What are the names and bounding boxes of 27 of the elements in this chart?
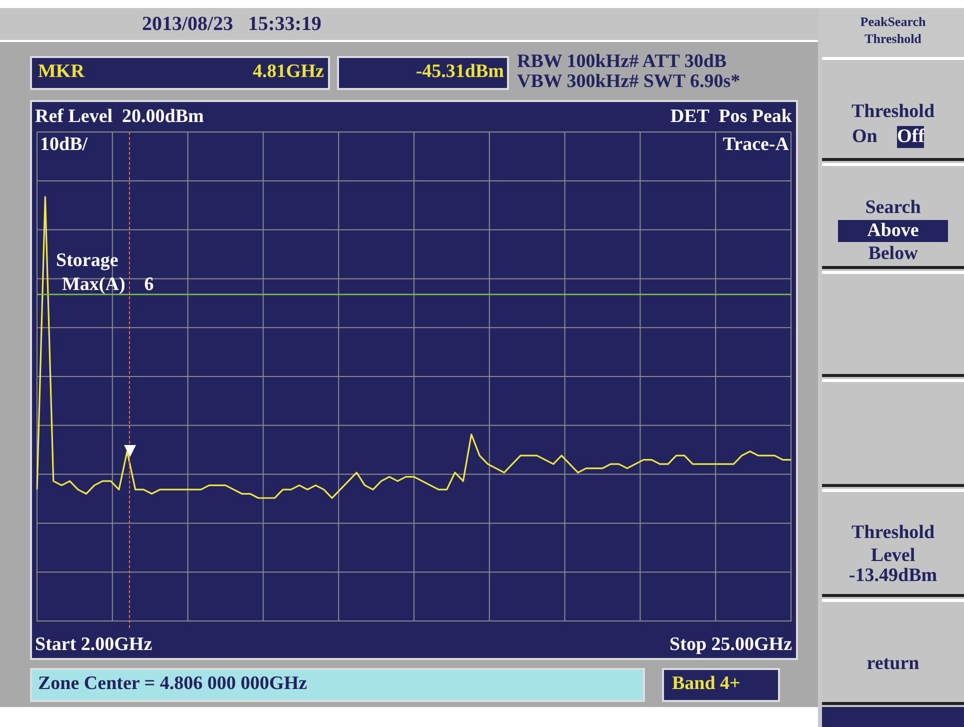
annotation: Max(A) 6 <box>62 274 154 296</box>
text: -13.49dBm <box>848 565 938 587</box>
text: DET Pos Peak <box>670 106 792 128</box>
text: Below <box>867 243 919 265</box>
text: Level <box>870 545 916 567</box>
text: Ref Level 20.00dBm <box>35 106 204 128</box>
text: RBW 100kHz# ATT 30dB <box>517 51 727 73</box>
text: Threshold <box>864 31 922 47</box>
text: PeakSearch <box>859 14 927 30</box>
text: Trace-A <box>722 134 789 156</box>
text: On <box>852 126 878 148</box>
chart-title: 2013/08/23 15:33:19 <box>142 13 322 36</box>
text: Threshold <box>850 522 936 544</box>
text: 10dB/ <box>40 134 88 156</box>
text: Stop 25.00GHz <box>670 634 792 656</box>
text: -45.31dBm <box>416 61 504 83</box>
text: MKR <box>38 61 84 83</box>
text: Threshold <box>850 101 936 123</box>
text: VBW 300kHz# SWT 6.90s* <box>517 71 740 93</box>
annotation: Storage <box>56 250 118 272</box>
text: Search <box>864 197 922 219</box>
text: 4.81GHz <box>252 61 324 83</box>
text: Start 2.00GHz <box>35 634 152 656</box>
text: return <box>866 653 920 675</box>
text: Band 4+ <box>672 673 740 695</box>
text: Zone Center = 4.806 000 000GHz <box>38 673 308 695</box>
text: Above <box>838 220 948 242</box>
